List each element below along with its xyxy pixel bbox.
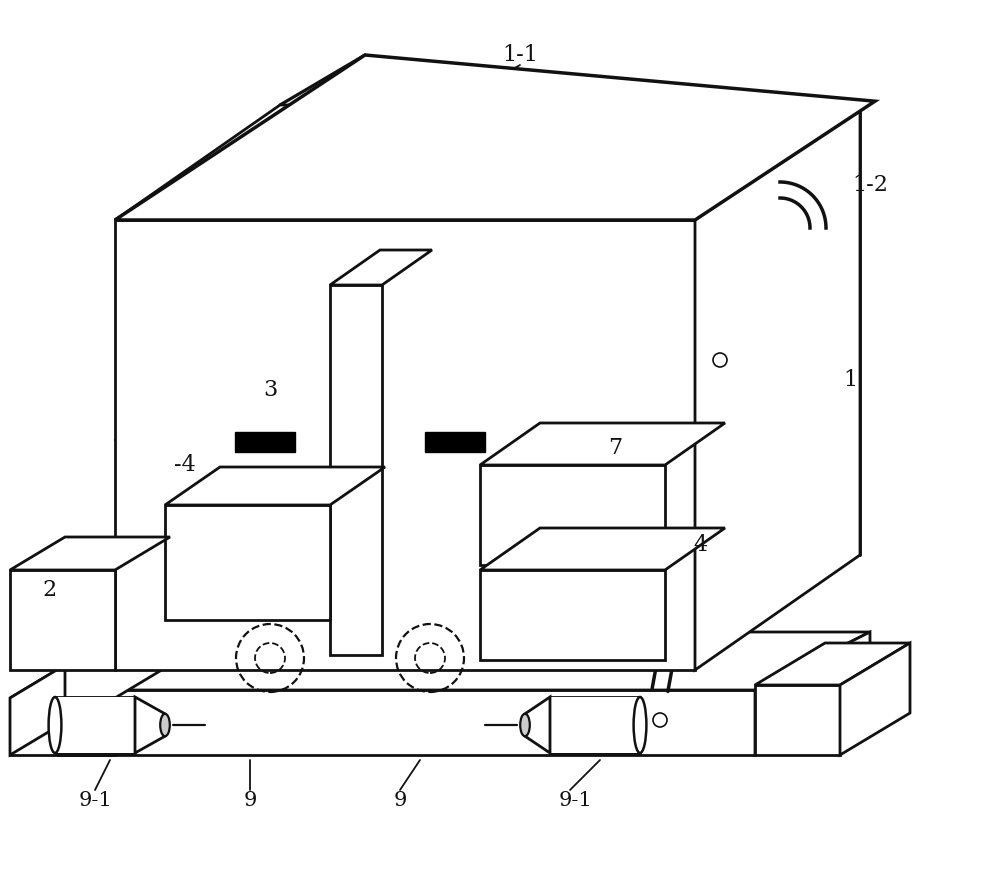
Polygon shape <box>480 528 725 570</box>
Text: 4: 4 <box>693 534 707 556</box>
Text: 7: 7 <box>608 437 622 459</box>
Text: -4: -4 <box>174 454 196 476</box>
Text: 1-1: 1-1 <box>502 44 538 66</box>
Polygon shape <box>115 105 860 220</box>
Ellipse shape <box>160 714 170 736</box>
Polygon shape <box>480 465 665 565</box>
Text: 2: 2 <box>43 579 57 601</box>
Polygon shape <box>480 570 665 660</box>
Polygon shape <box>840 643 910 755</box>
Polygon shape <box>755 632 870 755</box>
Polygon shape <box>480 423 725 465</box>
Text: 9: 9 <box>393 790 407 809</box>
Text: 9: 9 <box>243 790 257 809</box>
Bar <box>425 432 485 452</box>
Polygon shape <box>525 697 550 753</box>
Polygon shape <box>10 665 170 698</box>
Polygon shape <box>695 105 860 670</box>
Polygon shape <box>58 632 870 690</box>
Text: 1: 1 <box>843 369 857 391</box>
Text: 3: 3 <box>263 379 277 401</box>
Polygon shape <box>115 220 695 670</box>
Ellipse shape <box>49 697 61 753</box>
Ellipse shape <box>520 714 530 736</box>
Bar <box>550 697 640 753</box>
Polygon shape <box>135 697 165 753</box>
Polygon shape <box>755 685 840 755</box>
Polygon shape <box>10 665 65 755</box>
Polygon shape <box>10 698 115 755</box>
Text: 1-2: 1-2 <box>852 174 888 196</box>
Polygon shape <box>58 690 755 755</box>
Polygon shape <box>10 570 115 670</box>
Ellipse shape <box>634 697 646 753</box>
Polygon shape <box>330 250 432 285</box>
Bar <box>235 432 295 452</box>
Polygon shape <box>755 643 910 685</box>
Text: 9-1: 9-1 <box>558 790 592 809</box>
Polygon shape <box>330 285 382 655</box>
Polygon shape <box>165 505 330 620</box>
Polygon shape <box>165 467 385 505</box>
Polygon shape <box>10 537 170 570</box>
Bar <box>55 697 135 753</box>
Text: 9-1: 9-1 <box>78 790 112 809</box>
Polygon shape <box>115 55 875 220</box>
